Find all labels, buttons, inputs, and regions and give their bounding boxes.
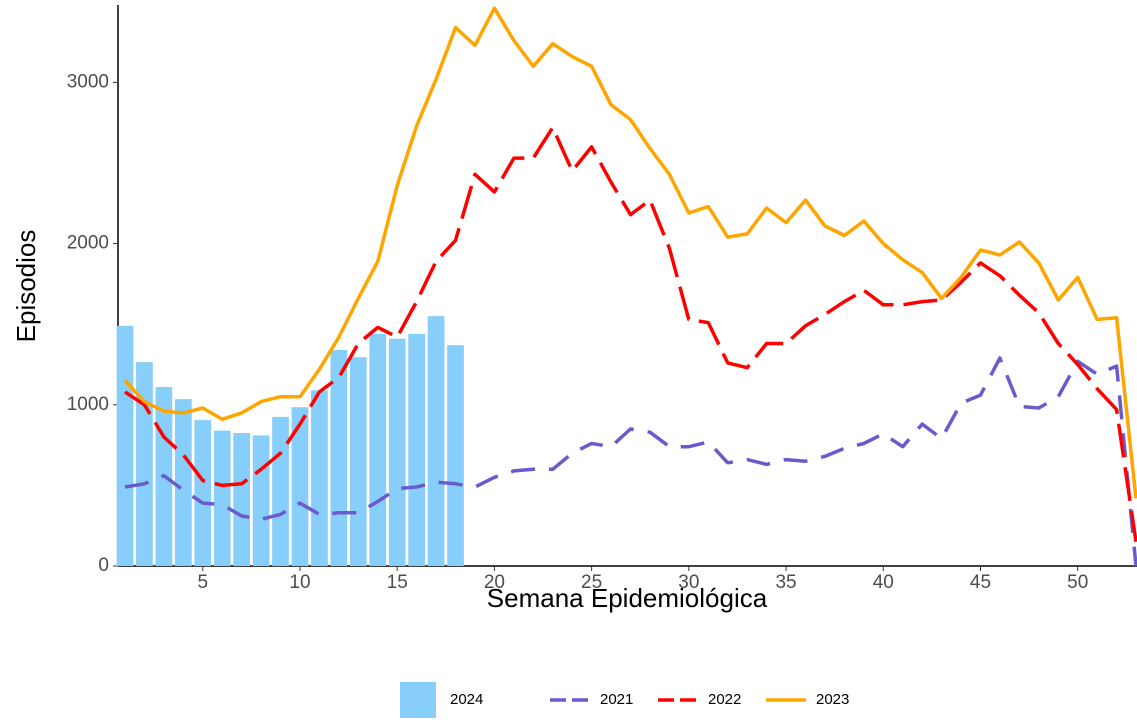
x-tick-label: 35 xyxy=(775,572,796,593)
line xyxy=(123,6,1137,499)
legend-label: 2022 xyxy=(708,691,741,708)
y-axis-title: Episodios xyxy=(11,230,41,343)
bar xyxy=(291,407,309,566)
x-tick-label: 5 xyxy=(197,572,208,593)
x-tick-label: 45 xyxy=(970,572,991,593)
bar xyxy=(427,316,445,566)
bar xyxy=(388,338,406,566)
bar xyxy=(369,333,387,566)
legend-label: 2024 xyxy=(450,691,483,708)
x-tick-label: 40 xyxy=(873,572,894,593)
y-tick-label: 0 xyxy=(98,555,109,576)
bar xyxy=(447,345,464,566)
x-tick-label: 15 xyxy=(387,572,408,593)
bar xyxy=(349,357,367,566)
bar xyxy=(272,416,289,566)
legend-label: 2021 xyxy=(600,691,633,708)
bar xyxy=(233,433,251,566)
line xyxy=(124,125,1137,543)
bar xyxy=(311,390,328,566)
bar xyxy=(213,430,231,566)
x-tick-label: 30 xyxy=(678,572,699,593)
bar xyxy=(116,325,134,566)
bar xyxy=(136,362,153,566)
bar xyxy=(194,420,212,566)
bar xyxy=(252,435,270,566)
y-tick-label: 3000 xyxy=(67,71,109,92)
y-tick-label: 2000 xyxy=(67,233,109,254)
y-tick-label: 1000 xyxy=(67,394,109,415)
x-tick-label: 50 xyxy=(1067,572,1088,593)
x-tick-label: 25 xyxy=(581,572,602,593)
x-axis-title: Semana Epidemiológica xyxy=(487,583,768,613)
legend-swatch xyxy=(400,682,436,718)
bar xyxy=(174,399,192,566)
x-tick-label: 10 xyxy=(289,572,310,593)
x-tick-label: 20 xyxy=(484,572,505,593)
line xyxy=(124,356,1137,567)
bar xyxy=(408,333,426,566)
legend-label: 2023 xyxy=(816,691,849,708)
